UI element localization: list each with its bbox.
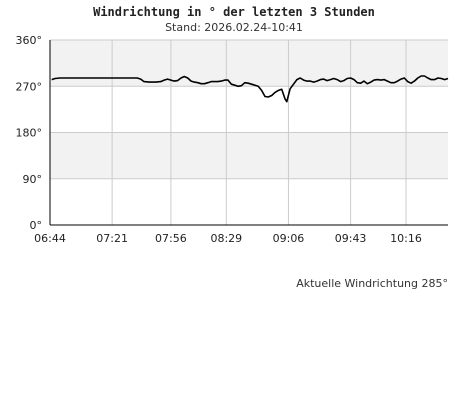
shaded-bands xyxy=(50,40,448,179)
chart-subtitle: Stand: 2026.02.24-10:41 xyxy=(165,21,303,34)
x-tick-label: 10:16 xyxy=(390,232,422,245)
shaded-band xyxy=(50,40,448,87)
y-tick-label: 90° xyxy=(23,173,43,186)
y-tick-labels: 0° 90° 180° 270° 360° xyxy=(16,34,43,232)
y-tick-label: 0° xyxy=(30,219,43,232)
x-tick-label: 07:21 xyxy=(96,232,128,245)
x-tick-labels: 06:44 07:21 07:56 08:29 09:06 09:43 10:16 xyxy=(34,232,422,245)
x-tick-label: 09:43 xyxy=(335,232,367,245)
x-tick-label: 06:44 xyxy=(34,232,66,245)
x-tick-label: 07:56 xyxy=(155,232,187,245)
wind-direction-line xyxy=(51,75,449,103)
y-tick-label: 180° xyxy=(16,127,43,140)
x-tick-label: 09:06 xyxy=(273,232,305,245)
x-tick-label: 08:29 xyxy=(210,232,242,245)
y-tick-label: 360° xyxy=(16,34,43,47)
axes xyxy=(49,40,448,226)
chart-title: Windrichtung in ° der letzten 3 Stunden xyxy=(93,5,375,19)
data-layer xyxy=(51,75,449,103)
grid-lines xyxy=(50,39,448,225)
current-wind-direction: Aktuelle Windrichtung 285° xyxy=(296,277,448,290)
y-tick-label: 270° xyxy=(16,80,43,93)
shaded-band xyxy=(50,132,448,179)
